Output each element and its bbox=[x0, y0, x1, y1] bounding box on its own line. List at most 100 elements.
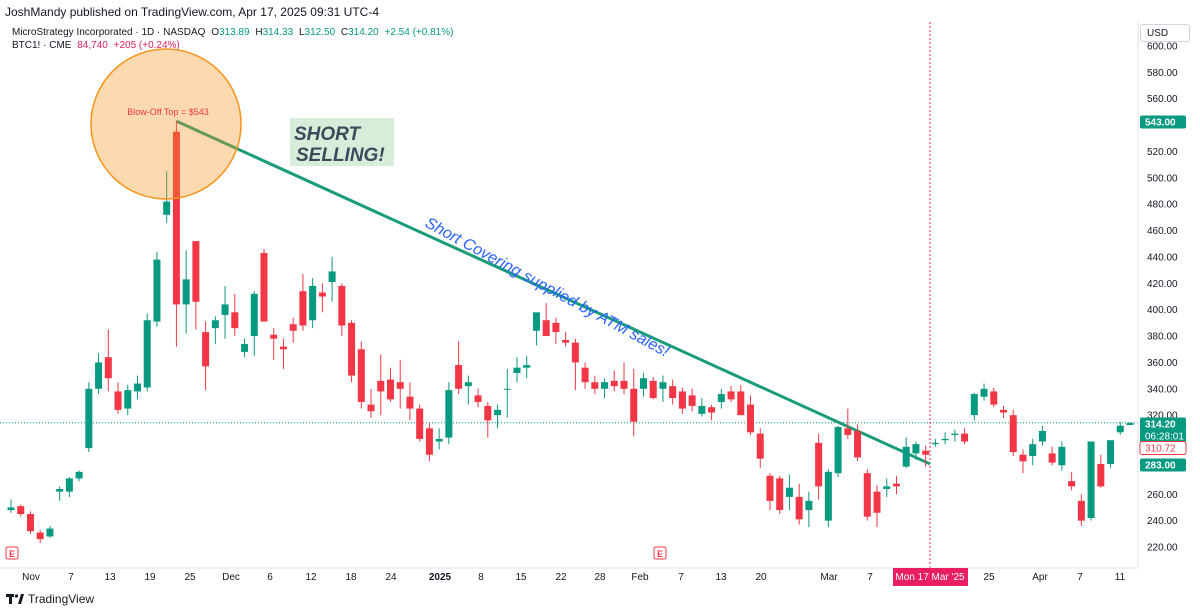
candle bbox=[435, 428, 443, 450]
candle-body bbox=[104, 357, 112, 379]
candle bbox=[474, 388, 482, 408]
candle bbox=[610, 370, 618, 392]
candle-body bbox=[883, 486, 891, 489]
candle-body bbox=[902, 446, 910, 467]
symbol-legend: MicroStrategy Incorporated · 1D · NASDAQ… bbox=[12, 26, 453, 52]
candle bbox=[1097, 454, 1105, 488]
candle bbox=[523, 355, 531, 379]
candle bbox=[1009, 409, 1017, 457]
candle-body bbox=[562, 340, 570, 343]
candle-body bbox=[367, 404, 375, 412]
candle-body bbox=[17, 506, 25, 515]
candle bbox=[1068, 471, 1076, 491]
tradingview-brand[interactable]: TradingView bbox=[6, 592, 94, 606]
candle-body bbox=[289, 324, 297, 331]
earnings-marker-box bbox=[653, 546, 667, 560]
candle-body bbox=[1019, 454, 1027, 462]
candle-body bbox=[7, 507, 15, 511]
candle bbox=[299, 274, 307, 331]
earnings-marker-icon: E bbox=[653, 546, 667, 560]
candle bbox=[961, 428, 969, 445]
candle-body bbox=[46, 528, 54, 537]
btc-value: 84,740 bbox=[77, 40, 108, 51]
candle-body bbox=[1116, 425, 1124, 433]
price-tick-label: 320.00 bbox=[1147, 411, 1178, 422]
candle bbox=[1019, 449, 1027, 474]
time-tick-label: 7 bbox=[867, 572, 873, 583]
candle-body bbox=[377, 380, 385, 392]
candle bbox=[581, 362, 589, 389]
candle bbox=[1107, 440, 1115, 468]
candle bbox=[980, 383, 988, 401]
candle-body bbox=[143, 320, 151, 388]
candle-body bbox=[659, 382, 667, 389]
candle-body bbox=[202, 332, 210, 367]
price-tick-label: 380.00 bbox=[1147, 332, 1178, 343]
candle-body bbox=[795, 496, 803, 520]
candle bbox=[357, 341, 365, 409]
candle bbox=[406, 382, 414, 421]
time-tick-label: 15 bbox=[515, 572, 527, 583]
candle bbox=[36, 529, 44, 544]
crosshair-date-box bbox=[893, 568, 968, 586]
candle-body bbox=[951, 433, 959, 435]
candle-body bbox=[601, 382, 609, 389]
time-tick-label: 18 bbox=[345, 572, 357, 583]
candle-body bbox=[815, 442, 823, 487]
candle-body bbox=[1009, 415, 1017, 453]
btc-change: +205 (+0.24%) bbox=[113, 40, 180, 51]
candle bbox=[396, 359, 404, 409]
candle-body bbox=[678, 391, 686, 409]
candle-body bbox=[1107, 440, 1115, 464]
candle-body bbox=[620, 380, 628, 389]
candle bbox=[241, 338, 249, 358]
currency-selector[interactable]: USD bbox=[1140, 24, 1190, 42]
price-label-box bbox=[1140, 417, 1186, 431]
candle bbox=[883, 478, 891, 497]
candle-body bbox=[279, 346, 287, 350]
candle-body bbox=[970, 394, 978, 416]
publisher-text: JoshMandy published on TradingView.com, … bbox=[5, 5, 380, 19]
candle bbox=[747, 395, 755, 435]
candle-body bbox=[1068, 481, 1076, 487]
candle bbox=[348, 320, 356, 383]
candle bbox=[221, 285, 229, 339]
candle bbox=[124, 384, 132, 416]
price-label-text: 283.00 bbox=[1145, 461, 1176, 472]
price-tick-label: 400.00 bbox=[1147, 305, 1178, 316]
candle-body bbox=[776, 478, 784, 511]
candle bbox=[824, 469, 832, 528]
price-tick-label: 600.00 bbox=[1147, 42, 1178, 53]
candle bbox=[75, 470, 83, 482]
candle bbox=[328, 256, 336, 302]
candle bbox=[445, 382, 453, 445]
candle-body bbox=[980, 388, 988, 397]
btc-symbol[interactable]: BTC1! · CME bbox=[12, 40, 72, 51]
price-tick-label: 240.00 bbox=[1147, 516, 1178, 527]
time-tick-label: 11 bbox=[1115, 572, 1126, 583]
candle-body bbox=[1077, 500, 1085, 521]
time-tick-label: Dec bbox=[222, 572, 240, 583]
candle-body bbox=[270, 334, 278, 339]
candle bbox=[182, 250, 190, 334]
price-label-box bbox=[1139, 441, 1187, 455]
candle bbox=[7, 499, 15, 513]
candle bbox=[163, 171, 171, 223]
symbol-name[interactable]: MicroStrategy Incorporated · 1D · NASDAQ bbox=[12, 27, 206, 38]
price-tick-label: 520.00 bbox=[1147, 147, 1178, 158]
price-label-box bbox=[1140, 429, 1186, 443]
publisher-header: JoshMandy published on TradingView.com, … bbox=[0, 0, 1200, 22]
candle bbox=[844, 408, 852, 439]
candle-body bbox=[1038, 430, 1046, 442]
candle-body bbox=[133, 383, 141, 392]
candle-body bbox=[591, 382, 599, 389]
time-tick-label: 6 bbox=[267, 572, 273, 583]
candle bbox=[425, 423, 433, 462]
candle-body bbox=[124, 390, 132, 409]
candle-body bbox=[834, 427, 842, 474]
overlay-lines bbox=[0, 22, 1138, 568]
time-tick-label: 13 bbox=[104, 572, 116, 583]
candle bbox=[318, 283, 326, 313]
candle bbox=[104, 329, 112, 392]
